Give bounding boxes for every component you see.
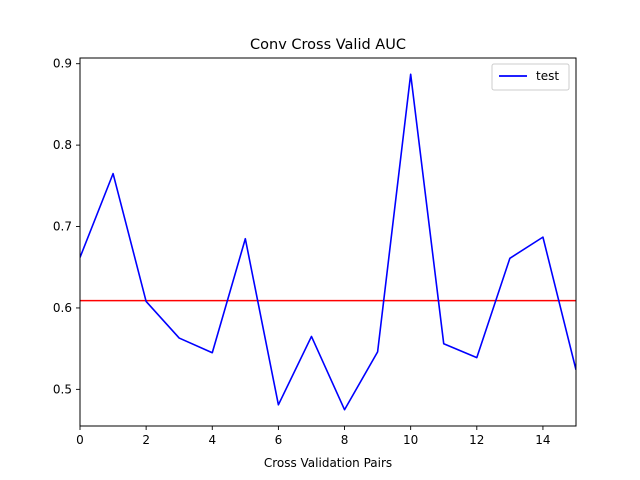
plot-area: [80, 73, 576, 411]
y-tick-label: 0.5: [53, 382, 72, 396]
y-tick-label: 0.7: [53, 220, 72, 234]
x-tick-label: 4: [208, 433, 216, 447]
legend-label: test: [536, 69, 559, 83]
x-tick-label: 12: [469, 433, 484, 447]
plot-lines: [80, 73, 576, 411]
x-tick-label: 8: [341, 433, 349, 447]
x-tick-label: 0: [76, 433, 84, 447]
y-tick-label: 0.6: [53, 301, 72, 315]
x-tick-label: 2: [142, 433, 150, 447]
x-tick-label: 14: [535, 433, 550, 447]
x-tick-label: 10: [403, 433, 418, 447]
y-tick-label: 0.9: [53, 57, 72, 71]
y-tick-label: 0.8: [53, 138, 72, 152]
chart-title: Conv Cross Valid AUC: [250, 37, 406, 53]
plot-frame: [79, 57, 577, 427]
axes: 0 2 4 6 8 10 12 14 0.5 0.6 0.7 0.8 0.9: [53, 57, 577, 447]
x-tick-label: 6: [275, 433, 283, 447]
legend: test: [491, 63, 570, 91]
legend-box: [491, 63, 570, 91]
series-line-test: [80, 73, 576, 411]
x-axis-title: Cross Validation Pairs: [264, 456, 392, 470]
